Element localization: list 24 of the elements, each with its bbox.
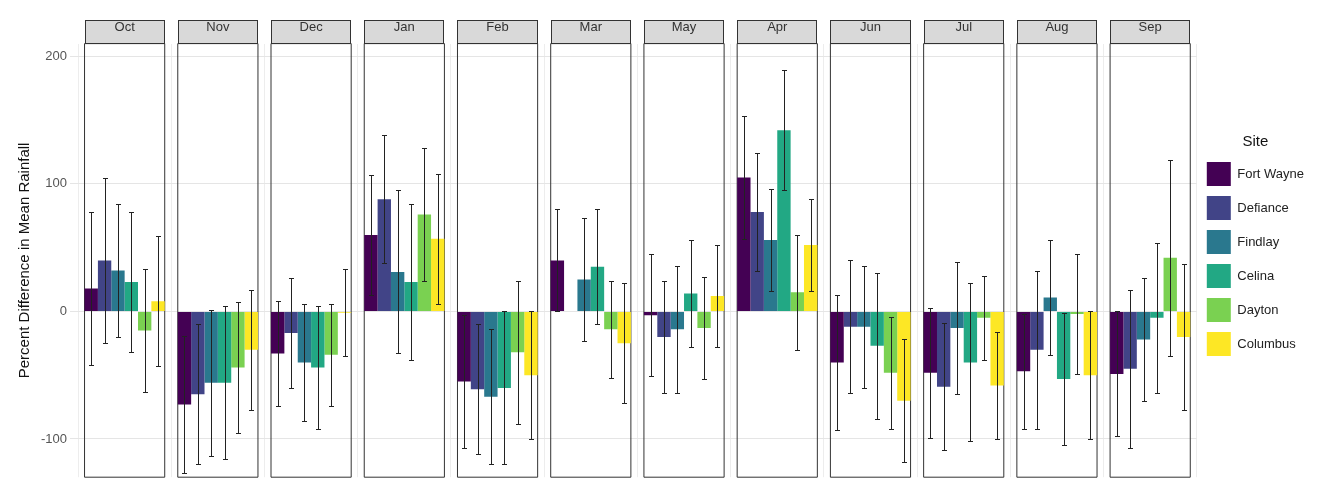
legend-label: Columbus: [1237, 335, 1297, 351]
x-tick-label: Mar: [579, 19, 603, 35]
legend-label: Fort Wayne: [1237, 165, 1304, 181]
x-tick-label: Jul: [955, 19, 973, 35]
y-tick-label: 0: [59, 302, 68, 318]
legend-label: Defiance: [1237, 199, 1289, 215]
x-tick-label: Apr: [767, 19, 789, 35]
legend-label: Dayton: [1237, 301, 1279, 317]
x-tick-label: Dec: [299, 19, 324, 35]
legend-label: Celina: [1237, 267, 1275, 283]
x-tick-label: Nov: [206, 19, 230, 35]
x-tick-label: Feb: [486, 19, 509, 35]
y-tick-label: 100: [45, 175, 68, 191]
y-tick-label: -100: [40, 430, 68, 446]
legend-label: Findlay: [1237, 233, 1280, 249]
x-tick-label: Oct: [114, 19, 136, 35]
y-axis-title: Percent Difference in Mean Rainfall: [15, 142, 33, 379]
legend-title: Site: [1242, 131, 1269, 149]
x-tick-label: Jun: [860, 19, 881, 35]
x-tick-label: Jan: [393, 19, 415, 35]
x-tick-label: Sep: [1138, 19, 1162, 35]
x-tick-label: May: [671, 19, 697, 35]
y-tick-label: 200: [45, 47, 68, 63]
x-tick-label: Aug: [1045, 19, 1069, 35]
